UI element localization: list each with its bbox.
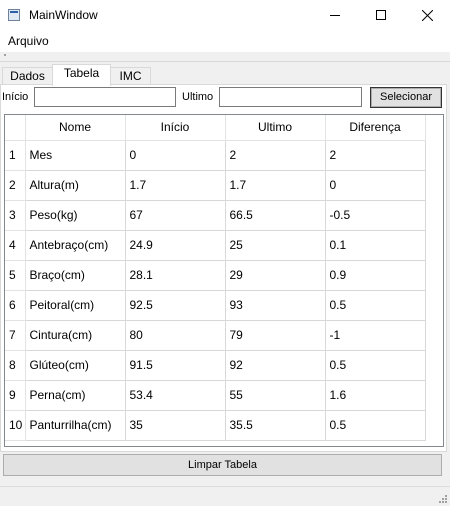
minimize-icon (330, 15, 340, 16)
row-number[interactable]: 1 (5, 140, 26, 171)
cell-ultimo[interactable]: 79 (225, 320, 326, 351)
table-header-row: Nome Início Ultimo Diferença (5, 115, 426, 141)
header-ultimo[interactable]: Ultimo (225, 115, 326, 141)
cell-nome[interactable]: Altura(m) (25, 170, 126, 201)
row-number[interactable]: 5 (5, 260, 26, 291)
cell-ultimo[interactable]: 93 (225, 290, 326, 321)
cell-inicio[interactable]: 28.1 (125, 260, 226, 291)
resize-grip-icon[interactable] (437, 493, 447, 503)
tab-dados[interactable]: Dados (2, 67, 53, 85)
cell-nome[interactable]: Antebraço(cm) (25, 230, 126, 261)
cell-diferenca[interactable]: -0.5 (325, 200, 426, 231)
app-window-icon (8, 9, 20, 21)
table-row[interactable]: 1 Mes 0 2 2 (5, 140, 426, 171)
cell-nome[interactable]: Perna(cm) (25, 380, 126, 411)
cell-ultimo[interactable]: 2 (225, 140, 326, 171)
cell-ultimo[interactable]: 1.7 (225, 170, 326, 201)
filter-row: Início Ultimo Selecionar (1, 85, 448, 111)
inicio-input[interactable] (34, 87, 176, 107)
cell-inicio[interactable]: 92.5 (125, 290, 226, 321)
title-bar[interactable]: MainWindow (0, 0, 450, 30)
tab-imc[interactable]: IMC (110, 67, 151, 85)
cell-inicio[interactable]: 67 (125, 200, 226, 231)
selecionar-button[interactable]: Selecionar (370, 87, 442, 108)
row-number[interactable]: 2 (5, 170, 26, 201)
table-row[interactable]: 10 Panturrilha(cm) 35 35.5 0.5 (5, 410, 426, 441)
cell-inicio[interactable]: 0 (125, 140, 226, 171)
table-row[interactable]: 5 Braço(cm) 28.1 29 0.9 (5, 260, 426, 291)
cell-nome[interactable]: Cintura(cm) (25, 320, 126, 351)
ultimo-label: Ultimo (182, 91, 214, 103)
cell-ultimo[interactable]: 35.5 (225, 410, 326, 441)
row-number[interactable]: 6 (5, 290, 26, 321)
status-bar (0, 486, 450, 506)
data-table[interactable]: Nome Início Ultimo Diferença 1 Mes 0 2 2 2 Alt… (4, 114, 444, 447)
row-number[interactable]: 9 (5, 380, 26, 411)
close-icon (421, 9, 433, 21)
cell-nome[interactable]: Mes (25, 140, 126, 171)
cell-inicio[interactable]: 24.9 (125, 230, 226, 261)
window-controls (312, 0, 450, 30)
cell-inicio[interactable]: 1.7 (125, 170, 226, 201)
row-number[interactable]: 7 (5, 320, 26, 351)
cell-diferenca[interactable]: 1.6 (325, 380, 426, 411)
cell-ultimo[interactable]: 55 (225, 380, 326, 411)
maximize-icon (376, 10, 386, 20)
corner-button[interactable] (5, 115, 26, 141)
row-number[interactable]: 4 (5, 230, 26, 261)
row-number[interactable]: 3 (5, 200, 26, 231)
header-diferenca[interactable]: Diferença (325, 115, 426, 141)
cell-diferenca[interactable]: 0.5 (325, 290, 426, 321)
menu-arquivo[interactable]: Arquivo (8, 34, 49, 48)
cell-diferenca[interactable]: -1 (325, 320, 426, 351)
cell-ultimo[interactable]: 29 (225, 260, 326, 291)
cell-ultimo[interactable]: 92 (225, 350, 326, 381)
table-row[interactable]: 4 Antebraço(cm) 24.9 25 0.1 (5, 230, 426, 261)
cell-nome[interactable]: Braço(cm) (25, 260, 126, 291)
window-title: MainWindow (29, 8, 98, 22)
row-number[interactable]: 8 (5, 350, 26, 381)
cell-diferenca[interactable]: 2 (325, 140, 426, 171)
cell-diferenca[interactable]: 0.5 (325, 350, 426, 381)
ultimo-input[interactable] (219, 87, 362, 107)
table-row[interactable]: 7 Cintura(cm) 80 79 -1 (5, 320, 426, 351)
minimize-button[interactable] (312, 0, 358, 30)
table-row[interactable]: 3 Peso(kg) 67 66.5 -0.5 (5, 200, 426, 231)
table-row[interactable]: 8 Glúteo(cm) 91.5 92 0.5 (5, 350, 426, 381)
tabela-panel: Início Ultimo Selecionar Nome Início Ult… (0, 84, 447, 452)
cell-diferenca[interactable]: 0.5 (325, 410, 426, 441)
cell-nome[interactable]: Peso(kg) (25, 200, 126, 231)
cell-diferenca[interactable]: 0.1 (325, 230, 426, 261)
table-row[interactable]: 6 Peitoral(cm) 92.5 93 0.5 (5, 290, 426, 321)
cell-ultimo[interactable]: 66.5 (225, 200, 326, 231)
toolbar-separator (0, 52, 450, 62)
tab-tabela[interactable]: Tabela (52, 64, 111, 86)
cell-inicio[interactable]: 53.4 (125, 380, 226, 411)
tab-bar: Dados Tabela IMC (0, 64, 450, 86)
cell-nome[interactable]: Glúteo(cm) (25, 350, 126, 381)
cell-inicio[interactable]: 80 (125, 320, 226, 351)
cell-ultimo[interactable]: 25 (225, 230, 326, 261)
cell-nome[interactable]: Peitoral(cm) (25, 290, 126, 321)
cell-inicio[interactable]: 91.5 (125, 350, 226, 381)
limpar-tabela-button[interactable]: Limpar Tabela (3, 454, 442, 476)
maximize-button[interactable] (358, 0, 404, 30)
menu-bar: Arquivo (0, 30, 450, 52)
table-row[interactable]: 2 Altura(m) 1.7 1.7 0 (5, 170, 426, 201)
header-nome[interactable]: Nome (25, 115, 126, 141)
row-number[interactable]: 10 (5, 410, 26, 441)
cell-diferenca[interactable]: 0.9 (325, 260, 426, 291)
header-inicio[interactable]: Início (125, 115, 226, 141)
cell-inicio[interactable]: 35 (125, 410, 226, 441)
cell-nome[interactable]: Panturrilha(cm) (25, 410, 126, 441)
table-row[interactable]: 9 Perna(cm) 53.4 55 1.6 (5, 380, 426, 411)
close-button[interactable] (404, 0, 450, 30)
cell-diferenca[interactable]: 0 (325, 170, 426, 201)
inicio-label: Início (2, 91, 29, 103)
